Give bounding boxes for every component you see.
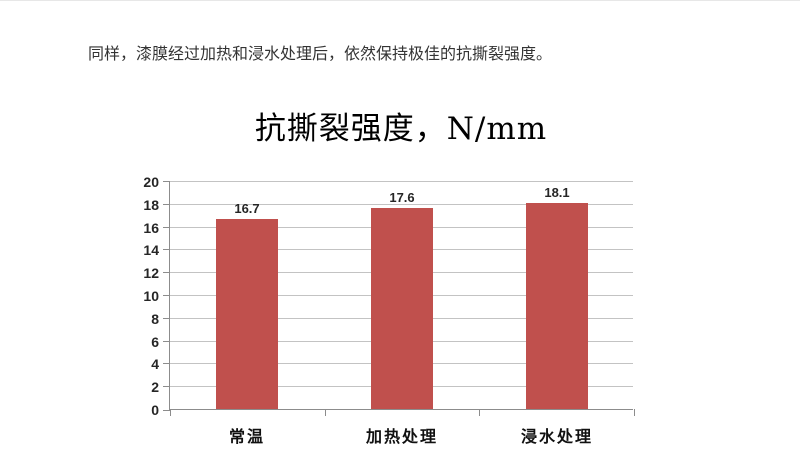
y-axis-tick (163, 272, 170, 274)
y-tick-label: 2 (151, 379, 159, 396)
y-axis-tick (163, 203, 170, 205)
bar-value-label: 17.6 (389, 190, 415, 205)
gridline (170, 181, 633, 182)
x-axis-tick (325, 409, 326, 416)
y-axis-tick (163, 317, 170, 319)
y-axis-tick (163, 226, 170, 228)
x-category-label: 加热处理 (365, 429, 438, 446)
y-tick-label: 10 (143, 288, 159, 304)
top-divider (0, 0, 800, 1)
y-tick-label: 6 (151, 333, 159, 350)
y-axis-tick (163, 181, 170, 182)
bar-value-label: 16.7 (234, 201, 260, 216)
x-axis-tick (170, 409, 171, 416)
y-tick-label: 18 (143, 196, 159, 213)
gridline (170, 203, 633, 205)
y-tick-label: 8 (151, 310, 159, 327)
x-axis-tick (479, 409, 480, 416)
bar-3 (526, 203, 588, 409)
y-tick-label: 20 (143, 174, 159, 190)
bar-2 (371, 208, 433, 409)
x-category-label: 浸水处理 (520, 429, 593, 446)
caption-text: 同样，漆膜经过加热和浸水处理后，依然保持极佳的抗撕裂强度。 (88, 46, 553, 63)
y-axis-tick (163, 363, 170, 365)
y-axis-tick (163, 249, 170, 251)
y-axis-tick (163, 295, 170, 296)
chart-title: 抗撕裂强度，N/mm (254, 111, 548, 147)
x-category-label: 常温 (228, 429, 265, 446)
y-axis-tick (163, 386, 170, 388)
plot-area: 0 2 4 6 8 10 12 14 16 18 20 16.7 常温 17.6 加热处理 18.1 浸水处理 (143, 174, 635, 446)
y-tick-label: 12 (143, 265, 159, 282)
y-tick-label: 14 (143, 242, 159, 259)
y-axis-tick (163, 340, 170, 342)
bar-1 (216, 219, 278, 409)
y-tick-label: 16 (143, 219, 159, 236)
x-axis-tick (634, 409, 635, 416)
y-tick-label: 0 (151, 402, 159, 418)
y-axis-tick (163, 410, 170, 411)
y-tick-label: 4 (151, 356, 159, 373)
bar-value-label: 18.1 (544, 185, 570, 200)
